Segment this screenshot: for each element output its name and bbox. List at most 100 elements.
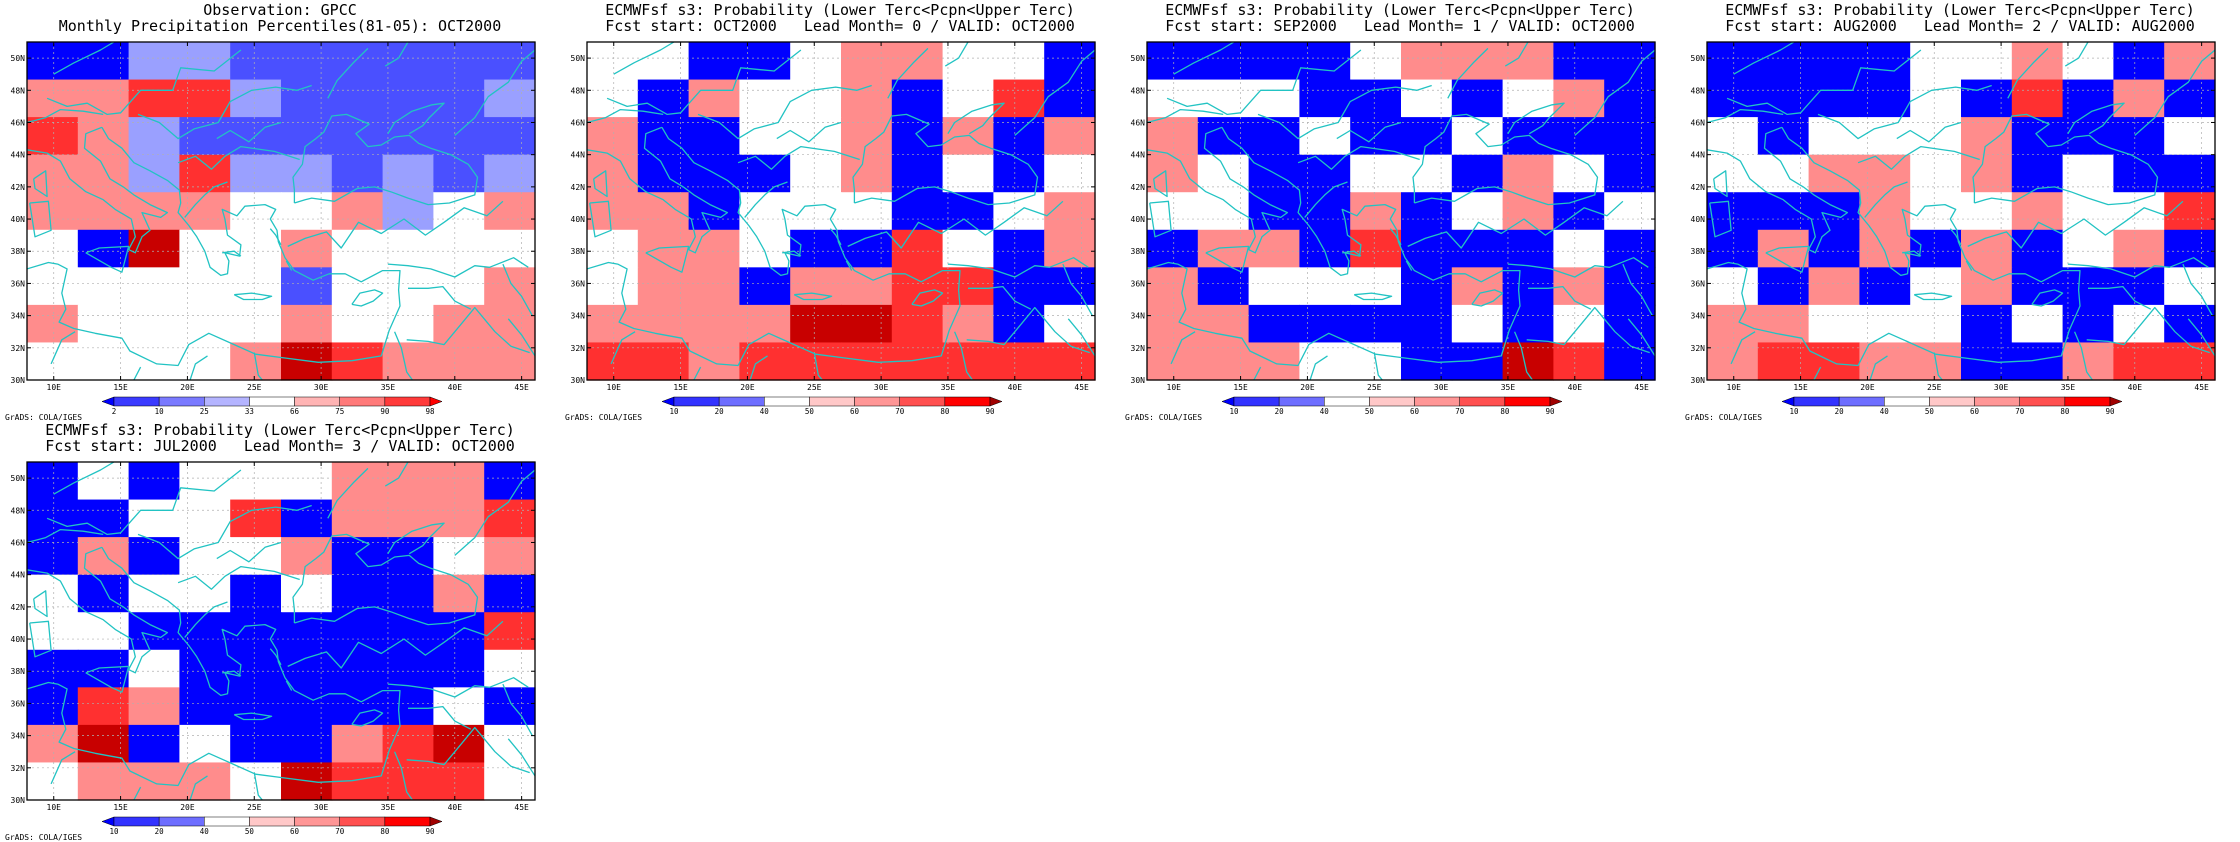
coastline xyxy=(693,366,702,380)
lon-label: 20E xyxy=(180,803,195,812)
coastline xyxy=(1949,228,1962,246)
colorbar-tick-label: 10 xyxy=(1789,407,1799,416)
grid-cell xyxy=(841,229,893,268)
lat-label: 38N xyxy=(11,247,26,256)
grid-cell xyxy=(2164,79,2216,118)
coastline xyxy=(1733,42,1795,75)
grid-cell xyxy=(2164,304,2216,344)
grid-cell xyxy=(331,499,384,538)
colorbar-tick-label: 90 xyxy=(380,407,390,416)
lon-label: 30E xyxy=(314,803,329,812)
lat-label: 44N xyxy=(1131,151,1146,160)
grid-cell xyxy=(2011,42,2064,81)
coastline xyxy=(292,113,479,206)
grid-cell xyxy=(1299,79,1351,118)
colorbar-tick-label: 80 xyxy=(2060,407,2070,416)
grid-cell xyxy=(2011,304,2064,344)
colorbar-segment xyxy=(1459,396,1506,407)
lat-label: 30N xyxy=(1131,376,1146,385)
panel-subtitle: Fcst start: OCT2000 Lead Month= 0 / VALI… xyxy=(605,17,1075,35)
map-panel-lead-3: ECMWFsf s3: Probability (Lower Terc<Pcpn… xyxy=(0,420,560,842)
lat-label: 36N xyxy=(1131,279,1146,288)
coastline xyxy=(2067,257,2209,278)
grid-cell xyxy=(2113,117,2165,156)
grid-cell xyxy=(77,724,130,764)
grid-cell xyxy=(1808,117,1860,156)
grid-cell xyxy=(841,192,893,231)
lon-label: 10E xyxy=(47,803,62,812)
grid-cell xyxy=(1350,154,1402,193)
lon-label: 35E xyxy=(381,803,396,812)
grid-cell xyxy=(433,79,485,118)
grid-cell xyxy=(1553,79,1605,118)
grid-cell xyxy=(1808,42,1860,81)
grid-cell xyxy=(27,267,79,306)
colorbar-tick-label: 10 xyxy=(109,827,119,836)
panel-title: ECMWFsf s3: Probability (Lower Terc<Pcpn… xyxy=(1725,1,2195,19)
grid-cell xyxy=(27,192,79,231)
coastlines xyxy=(587,42,1095,380)
colorbar-segment xyxy=(1324,396,1370,407)
coastline xyxy=(1972,113,2159,206)
grid-cell xyxy=(1044,79,1096,118)
lat-label: 34N xyxy=(1691,312,1706,321)
colorbar-tick-label: 80 xyxy=(1500,407,1510,416)
grid-cell xyxy=(1502,117,1554,156)
grid-cell xyxy=(1604,229,1656,268)
coastline xyxy=(1528,285,1592,310)
lon-label: 15E xyxy=(113,383,128,392)
grid-cell xyxy=(1147,117,1199,156)
coastline xyxy=(29,620,52,658)
lat-label: 36N xyxy=(11,699,26,708)
grid-cell xyxy=(179,574,231,613)
panel-title: Observation: GPCC xyxy=(203,1,357,19)
grid-cell xyxy=(1451,229,1504,268)
grid-cell xyxy=(942,267,994,306)
grid-cell xyxy=(484,267,536,306)
colorbar-segment xyxy=(339,396,386,407)
lat-label: 48N xyxy=(1691,86,1706,95)
grid-cell xyxy=(281,612,333,651)
grid-cell xyxy=(2113,342,2165,381)
coastline xyxy=(133,366,142,380)
grid-cell xyxy=(27,574,79,613)
grid-cell xyxy=(1044,117,1096,156)
colorbar-segment xyxy=(673,396,720,407)
colorbar-segment xyxy=(249,396,295,407)
panel-subtitle: Fcst start: SEP2000 Lead Month= 1 / VALI… xyxy=(1165,17,1635,35)
grid-cell xyxy=(382,267,434,306)
coastline xyxy=(1513,331,1534,380)
coastline xyxy=(406,726,530,774)
colorbar-tick-label: 70 xyxy=(335,827,345,836)
coastline xyxy=(1707,126,1849,254)
coastline xyxy=(1504,42,1529,67)
grid-cell xyxy=(1451,42,1504,81)
colorbar-tick-label: 50 xyxy=(1925,407,1935,416)
grid-cell xyxy=(587,42,639,81)
grid-cell xyxy=(1859,117,1911,156)
colorbar-legend: 10 20 40 50 60 70 80 90 xyxy=(661,396,1003,416)
lat-label: 44N xyxy=(1691,151,1706,160)
colorbar-tick-label: 90 xyxy=(425,827,435,836)
grid-cell xyxy=(1401,117,1453,156)
lat-label: 30N xyxy=(1691,376,1706,385)
grid-cell xyxy=(484,117,536,156)
coastline xyxy=(1062,263,1093,316)
coastline xyxy=(137,84,312,140)
coastline xyxy=(269,228,282,246)
colorbar-segment xyxy=(899,396,946,407)
grid-cell xyxy=(739,342,791,381)
coastline xyxy=(85,245,130,273)
grads-credit: GrADS: COLA/IGES xyxy=(5,413,83,422)
lon-label: 15E xyxy=(1793,383,1808,392)
grid-cell xyxy=(2164,154,2216,193)
grid-cell xyxy=(1044,342,1096,381)
lat-label: 46N xyxy=(11,118,26,127)
lat-label: 36N xyxy=(1691,279,1706,288)
grid-cell xyxy=(993,342,1045,381)
lon-label: 45E xyxy=(514,383,529,392)
coastline xyxy=(587,126,729,254)
grid-cell xyxy=(230,462,282,501)
grid-cell xyxy=(128,612,180,651)
grid-cell xyxy=(230,574,282,613)
